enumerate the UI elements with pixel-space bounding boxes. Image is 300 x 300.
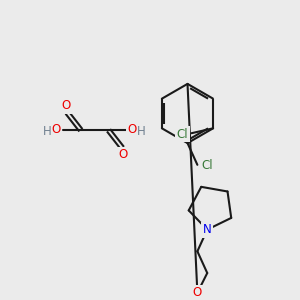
Text: O: O — [61, 99, 71, 112]
Text: Cl: Cl — [177, 128, 188, 141]
Text: H: H — [137, 125, 146, 138]
Text: O: O — [52, 123, 61, 136]
Text: Cl: Cl — [201, 159, 213, 172]
Text: O: O — [128, 123, 137, 136]
Text: O: O — [193, 286, 202, 299]
Text: O: O — [119, 148, 128, 161]
Text: N: N — [203, 223, 212, 236]
Text: H: H — [43, 125, 52, 138]
